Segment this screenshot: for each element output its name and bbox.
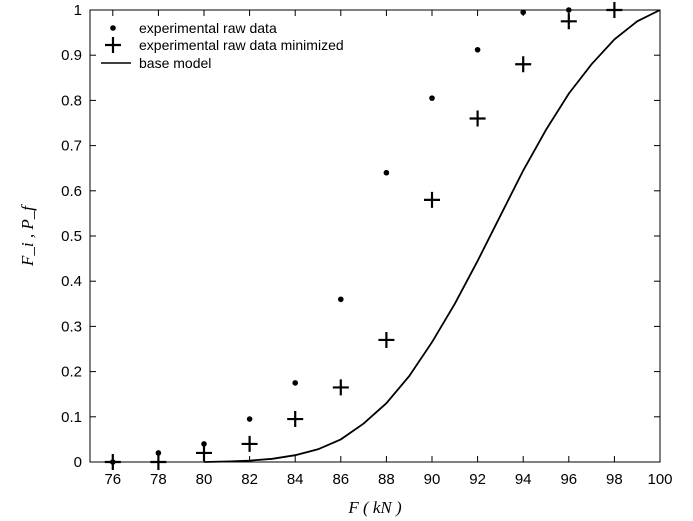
x-ticks: 76 78 80 82 84 86 88 90 92 94 96 98 100 bbox=[104, 10, 673, 488]
minimized-data-point bbox=[515, 56, 532, 73]
minimized-data-point bbox=[560, 13, 577, 30]
x-tick-label: 80 bbox=[196, 471, 213, 488]
minimized-data-point bbox=[424, 191, 440, 208]
raw-data-point bbox=[520, 9, 526, 16]
minimized-data-point bbox=[606, 2, 623, 18]
raw-data-point bbox=[429, 95, 435, 101]
y-tick-label: 1 bbox=[74, 2, 82, 19]
y-tick-label: 0.7 bbox=[61, 138, 82, 155]
minimized-data-point bbox=[241, 435, 258, 452]
raw-data-point bbox=[383, 169, 390, 176]
x-tick-label: 84 bbox=[287, 471, 304, 488]
minimized-data-point bbox=[469, 110, 486, 127]
y-tick-label: 0.4 bbox=[61, 273, 82, 290]
y-tick-label: 0.3 bbox=[61, 318, 82, 335]
y-tick-label: 0.2 bbox=[61, 364, 82, 381]
raw-data-point bbox=[338, 296, 344, 303]
minimized-data-point bbox=[287, 411, 304, 428]
minimized-data-point bbox=[104, 454, 121, 470]
raw-data-point bbox=[155, 450, 162, 456]
x-tick-label: 86 bbox=[332, 471, 349, 488]
y-axis-title: F_i , P_f bbox=[18, 204, 37, 267]
minimized-data-point bbox=[378, 331, 395, 348]
legend-label-base-model: base model bbox=[139, 55, 211, 71]
legend-label-raw: experimental raw data bbox=[139, 20, 277, 36]
x-tick-label: 98 bbox=[606, 471, 623, 488]
x-tick-label: 90 bbox=[424, 471, 441, 488]
y-tick-label: 0.9 bbox=[61, 47, 82, 64]
y-tick-label: 0.1 bbox=[61, 409, 82, 426]
x-tick-label: 96 bbox=[560, 471, 577, 488]
x-tick-label: 82 bbox=[241, 471, 258, 488]
legend-label-minimized: experimental raw data minimized bbox=[139, 37, 344, 53]
minimized-data-point bbox=[196, 444, 212, 461]
legend-marker-plus bbox=[105, 37, 121, 53]
raw-data-point bbox=[292, 380, 299, 386]
minimized-data-point bbox=[150, 454, 167, 470]
x-axis-title: F ( kN ) bbox=[347, 498, 402, 517]
raw-data-point bbox=[566, 7, 572, 13]
y-ticks: 0 0.1 0.2 0.3 0.4 0.5 0.6 0.7 0.8 0.9 1 bbox=[61, 2, 660, 471]
x-tick-label: 78 bbox=[150, 471, 167, 488]
y-tick-label: 0 bbox=[74, 454, 82, 471]
raw-data-point bbox=[474, 46, 481, 53]
x-tick-label: 100 bbox=[647, 471, 672, 488]
minimized-data-point bbox=[332, 379, 349, 396]
legend-marker-dot bbox=[110, 25, 116, 31]
x-tick-label: 88 bbox=[378, 471, 395, 488]
y-tick-label: 0.6 bbox=[61, 183, 82, 200]
plot-frame bbox=[89, 9, 661, 463]
x-tick-label: 94 bbox=[515, 471, 532, 488]
x-tick-label: 92 bbox=[469, 471, 486, 488]
base-model-line bbox=[203, 9, 661, 463]
y-tick-label: 0.8 bbox=[61, 92, 82, 109]
y-tick-label: 0.5 bbox=[61, 228, 82, 245]
raw-data-point bbox=[201, 441, 207, 447]
legend: experimental raw data experimental raw d… bbox=[101, 20, 344, 71]
raw-data-point bbox=[246, 416, 253, 422]
plot-marks bbox=[104, 2, 661, 470]
x-tick-label: 76 bbox=[104, 471, 121, 488]
